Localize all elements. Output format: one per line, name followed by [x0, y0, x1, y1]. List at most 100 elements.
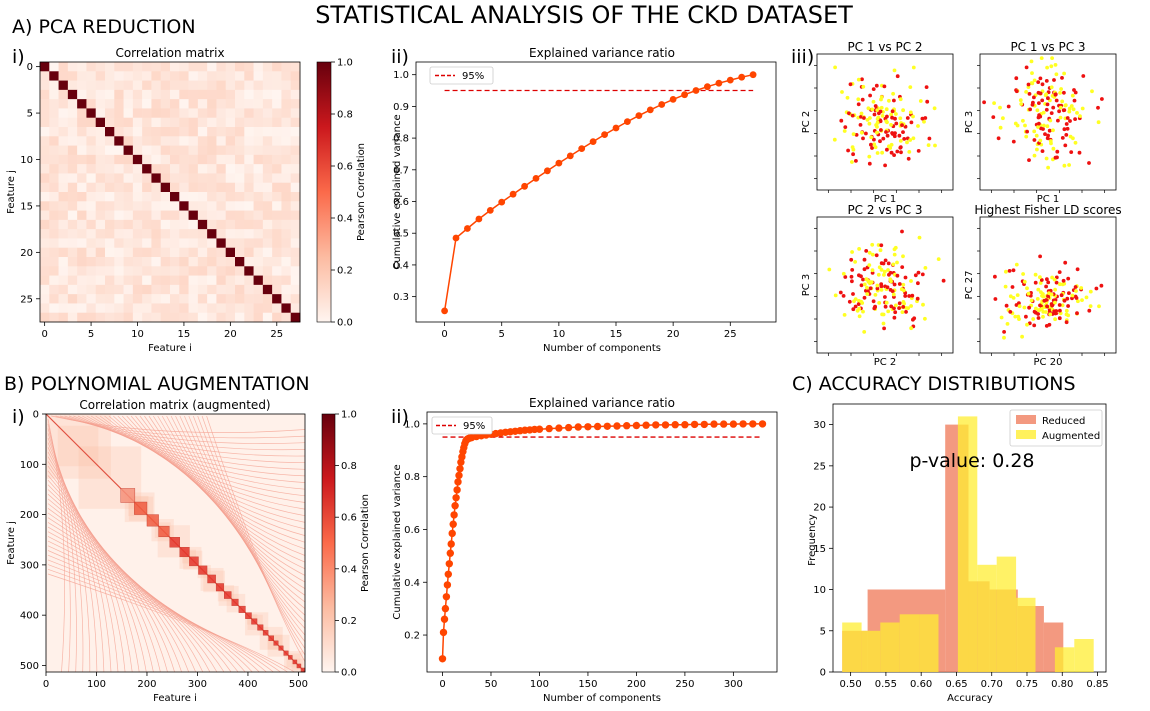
- heatmap-a-cell: [253, 154, 264, 165]
- heatmap-b-curve: [68, 415, 306, 457]
- variance-a-point: [441, 307, 448, 315]
- scatter-point-red: [904, 310, 908, 314]
- heatmap-a-cell: [235, 164, 245, 174]
- scatter-point-yellow: [878, 248, 883, 253]
- heatmap-a-cell: [95, 257, 106, 267]
- heatmap-a-cell: [216, 266, 227, 276]
- scatter-point-red: [1032, 95, 1036, 100]
- heatmap-a-cell: [105, 62, 115, 72]
- heatmap-a-cell: [123, 266, 134, 276]
- scatter-point-yellow: [1045, 124, 1050, 129]
- colorbar-a: [316, 61, 332, 323]
- heatmap-a-cell: [170, 247, 180, 258]
- heatmap-a-cell: [160, 266, 171, 276]
- scatter-point-red: [1037, 101, 1041, 105]
- heatmap-a-cell: [86, 99, 97, 109]
- heatmap-a-cell: [244, 275, 254, 286]
- scatter-point-red: [892, 282, 897, 287]
- heatmap-b-ylabel: Feature j: [6, 521, 17, 565]
- heatmap-a-cell: [244, 266, 254, 276]
- heatmap-a-cell: [170, 257, 180, 267]
- heatmap-a-cell: [244, 99, 254, 109]
- heatmap-a-cell: [244, 154, 254, 165]
- heatmap-a-cell: [179, 99, 189, 109]
- scatter-point-yellow: [901, 282, 906, 287]
- scatter-point-yellow: [871, 99, 876, 104]
- heatmap-a-cell: [142, 154, 152, 165]
- variance-b-point: [451, 502, 459, 510]
- scatter-point-red: [900, 123, 904, 127]
- heatmap-a-cell: [40, 127, 50, 137]
- heatmap-a-cell: [40, 284, 50, 295]
- heatmap-a-cell: [132, 210, 143, 221]
- scatter-point-red: [1038, 76, 1043, 81]
- scatter-point-red: [897, 133, 902, 138]
- heatmap-a-cell: [272, 127, 282, 137]
- heatmap-a-cell: [188, 275, 199, 286]
- scatter-point-yellow: [1016, 314, 1021, 319]
- heatmap-a-cell: [197, 127, 208, 137]
- heatmap-a-cell: [170, 62, 180, 72]
- scatter-point-red: [1064, 133, 1069, 137]
- histogram-ytick-label: 5: [820, 626, 826, 637]
- scatter-point-yellow: [880, 312, 884, 317]
- variance-a-xtick-label: 5: [499, 329, 505, 340]
- heatmap-a-cell: [216, 229, 227, 239]
- scatter-point-red: [1069, 150, 1074, 155]
- variance-b-xtick-label: 50: [485, 679, 498, 690]
- heatmap-b-title: Correlation matrix (augmented): [79, 398, 270, 412]
- scatter-point-red: [915, 296, 920, 301]
- scatter-point-red: [1054, 280, 1059, 285]
- variance-a-point: [715, 79, 723, 87]
- scatter-point-yellow: [1022, 279, 1027, 284]
- heatmap-a-cell: [281, 303, 292, 314]
- heatmap-a-cell: [40, 89, 50, 100]
- scatter-point-red: [892, 306, 896, 311]
- scatter-point-yellow: [1058, 105, 1063, 110]
- scatter-point-yellow: [1035, 297, 1040, 301]
- heatmap-a-cell: [151, 257, 162, 267]
- heatmap-a-cell: [235, 173, 245, 184]
- heatmap-a-cell: [290, 294, 301, 304]
- heatmap-a-cell: [188, 201, 199, 211]
- heatmap-a-cell: [95, 219, 106, 230]
- heatmap-a-cell: [58, 89, 69, 100]
- colorbar-a-tick-label: 0.4: [337, 214, 353, 225]
- scatter-point-red: [1011, 268, 1016, 273]
- heatmap-a-cell: [207, 154, 217, 165]
- histogram-bar-augmented: [1054, 647, 1075, 672]
- heatmap-a-cell: [207, 182, 217, 193]
- heatmap-a-cell: [132, 71, 143, 81]
- scatter-point-yellow: [1042, 123, 1046, 128]
- scatter-point-red: [864, 131, 868, 136]
- heatmap-a-cell: [290, 164, 301, 174]
- heatmap-b-curve: [192, 415, 306, 643]
- heatmap-a-cell: [197, 257, 208, 267]
- variance-b-point: [545, 424, 553, 433]
- heatmap-a-cell: [235, 145, 245, 156]
- scatter-point-red: [916, 270, 921, 275]
- scatter-point-red: [900, 229, 904, 234]
- scatter-title: PC 1 vs PC 3: [1010, 40, 1085, 54]
- scatter-point-red: [893, 310, 898, 315]
- scatter-point-yellow: [1063, 103, 1068, 108]
- scatter-point-red: [883, 304, 888, 309]
- scatter-point-yellow: [1023, 123, 1027, 128]
- heatmap-a-cell: [225, 62, 236, 72]
- scatter-point-yellow: [1044, 156, 1049, 161]
- heatmap-a-cell: [132, 154, 143, 165]
- heatmap-a-cell: [225, 229, 236, 239]
- scatter-point-yellow: [870, 268, 875, 273]
- heatmap-a-cell: [179, 136, 189, 146]
- scatter-point-yellow: [900, 310, 905, 314]
- histogram-ytick-label: 20: [813, 503, 826, 514]
- label-a-iii: iii): [791, 46, 814, 68]
- heatmap-a-cell: [272, 136, 282, 146]
- heatmap-a-cell: [216, 99, 227, 109]
- heatmap-a-cell: [290, 266, 301, 276]
- variance-b-point: [440, 615, 449, 623]
- heatmap-a-cell: [207, 89, 217, 100]
- heatmap-a-cell: [244, 71, 254, 81]
- heatmap-a-cell: [114, 80, 124, 91]
- heatmap-a-cell: [123, 192, 134, 202]
